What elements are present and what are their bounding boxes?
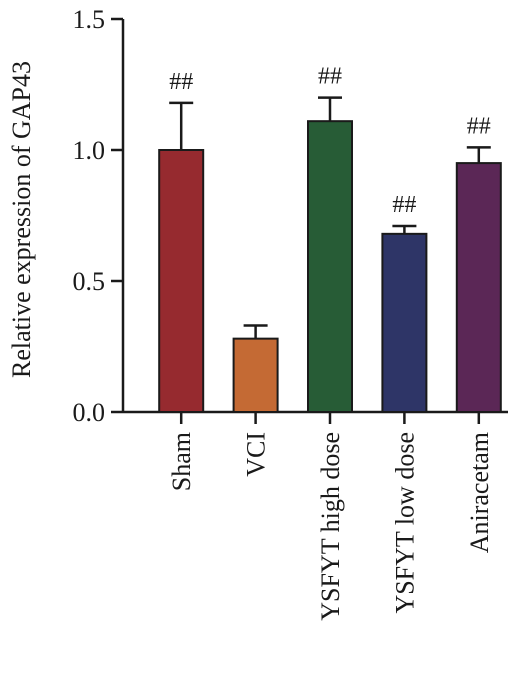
x-axis: Sham VCI YSFYT high dose YSFYT low dose Anir… bbox=[123, 410, 508, 621]
y-tick-label: 1.0 bbox=[73, 136, 106, 165]
bar-ysfyt-low-dose bbox=[381, 232, 428, 413]
x-tick-label: Aniracetam bbox=[465, 432, 494, 553]
bar-aniracetam bbox=[455, 162, 502, 413]
y-tick-label: 0.5 bbox=[73, 267, 106, 296]
significance-label: ## bbox=[169, 69, 193, 95]
y-ticks: 0.0 0.5 1.0 1.5 bbox=[73, 5, 123, 427]
significance-label: ## bbox=[392, 192, 416, 218]
x-tick-label: YSFYT high dose bbox=[316, 432, 345, 621]
bars: ## ## ## ## bbox=[158, 64, 502, 414]
y-tick-label: 0.0 bbox=[73, 398, 106, 427]
x-tick-label: Sham bbox=[167, 432, 196, 491]
y-tick-label: 1.5 bbox=[73, 5, 106, 34]
y-axis: 0.0 0.5 1.0 1.5 bbox=[73, 5, 125, 427]
x-tick-label: YSFYT low dose bbox=[390, 432, 419, 614]
bar-sham bbox=[158, 149, 205, 413]
bar-ysfyt-high-dose bbox=[307, 120, 353, 414]
significance-label: ## bbox=[467, 113, 491, 139]
significance-label: ## bbox=[318, 64, 342, 90]
y-axis-label: Relative expression of GAP43 bbox=[7, 61, 36, 378]
x-tick-label: VCI bbox=[242, 432, 271, 477]
bar-vci bbox=[232, 337, 279, 414]
x-ticks: Sham VCI YSFYT high dose YSFYT low dose Anir… bbox=[167, 412, 494, 621]
